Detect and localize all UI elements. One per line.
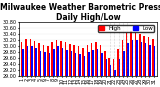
Bar [113, 60, 114, 76]
Bar [110, 65, 112, 76]
Bar [65, 42, 66, 76]
Title: Milwaukee Weather Barometric Pressure
Daily High/Low: Milwaukee Weather Barometric Pressure Da… [0, 3, 160, 22]
Bar [123, 51, 125, 76]
Bar [91, 43, 92, 76]
Bar [69, 44, 71, 76]
Bar [92, 50, 94, 76]
Bar [88, 52, 90, 76]
Legend: High, Low: High, Low [98, 25, 154, 32]
Bar [36, 48, 37, 76]
Bar [75, 53, 76, 76]
Bar [148, 37, 149, 76]
Bar [52, 42, 53, 76]
Bar [143, 36, 145, 76]
Bar [43, 45, 44, 76]
Bar [21, 42, 22, 76]
Bar [97, 49, 98, 76]
Bar [126, 33, 128, 76]
Bar [139, 34, 141, 76]
Bar [122, 40, 123, 76]
Bar [84, 56, 85, 76]
Bar [71, 51, 72, 76]
Bar [79, 54, 81, 76]
Bar [154, 46, 155, 76]
Bar [95, 42, 97, 76]
Bar [114, 70, 116, 76]
Bar [119, 60, 120, 76]
Bar [135, 33, 136, 76]
Bar [130, 31, 132, 76]
Bar [101, 53, 103, 76]
Bar [38, 43, 40, 76]
Bar [60, 41, 62, 76]
Bar [108, 58, 110, 76]
Bar [100, 45, 101, 76]
Bar [30, 39, 31, 76]
Bar [40, 51, 41, 76]
Bar [73, 45, 75, 76]
Bar [25, 39, 27, 76]
Bar [132, 40, 133, 76]
Bar [62, 48, 63, 76]
Bar [53, 49, 55, 76]
Bar [34, 41, 36, 76]
Bar [145, 43, 147, 76]
Bar [128, 43, 129, 76]
Bar [152, 39, 154, 76]
Bar [136, 40, 138, 76]
Bar [22, 49, 24, 76]
Bar [44, 52, 46, 76]
Bar [82, 48, 84, 76]
Bar [78, 46, 79, 76]
Bar [47, 46, 49, 76]
Bar [104, 51, 106, 76]
Bar [106, 60, 107, 76]
Bar [66, 50, 68, 76]
Bar [57, 46, 59, 76]
Bar [49, 53, 50, 76]
Bar [149, 45, 151, 76]
Bar [31, 46, 33, 76]
Bar [117, 49, 119, 76]
Bar [141, 42, 142, 76]
Bar [56, 40, 57, 76]
Bar [87, 45, 88, 76]
Bar [27, 46, 28, 76]
